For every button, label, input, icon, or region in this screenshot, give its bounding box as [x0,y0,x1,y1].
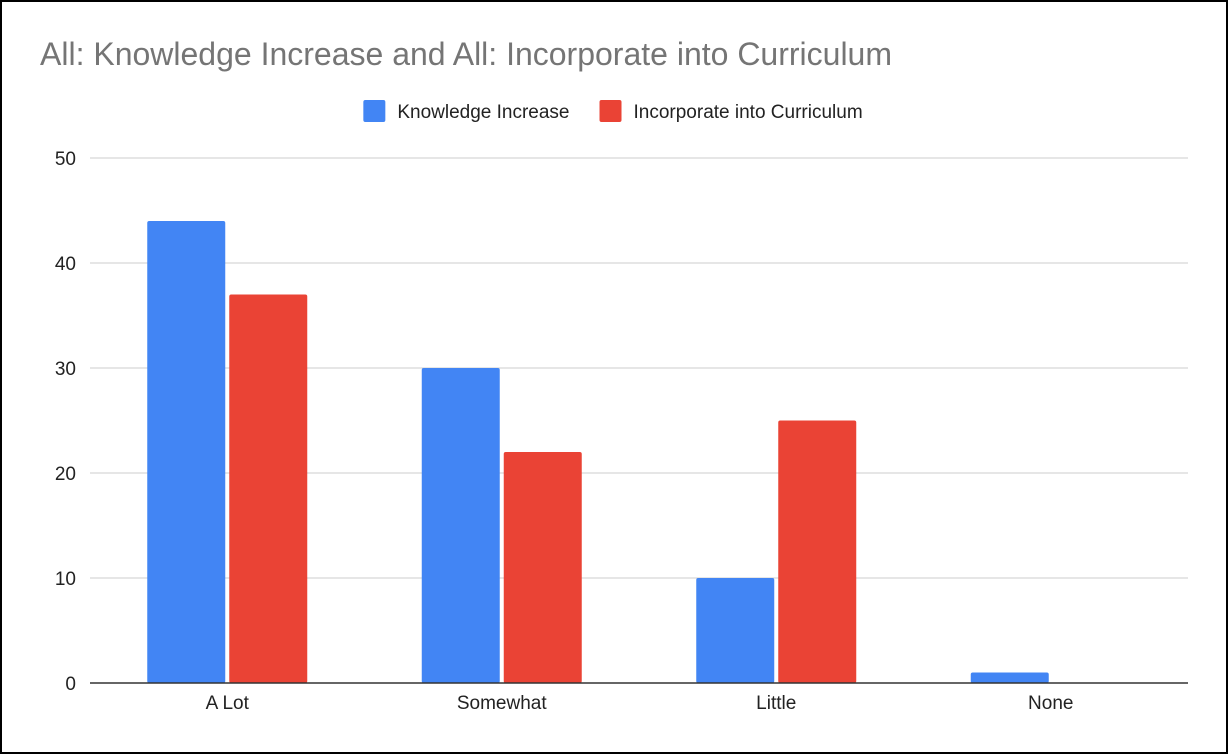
x-tick-label: Little [756,693,796,714]
x-tick-label: A Lot [206,693,250,714]
legend-label: Incorporate into Curriculum [634,102,863,123]
legend-swatch [599,100,622,122]
x-tick-labels: A Lot Somewhat Little None [206,693,1074,714]
legend-label: Knowledge Increase [397,102,569,123]
y-tick-label: 40 [55,254,76,275]
x-tick-label: None [1028,693,1073,714]
legend-swatch [363,100,386,122]
y-tick-labels: 0 10 20 30 40 50 [55,149,76,695]
bar-incorporate-into-curriculum [229,294,308,683]
y-tick-label: 20 [55,464,76,485]
bar-incorporate-into-curriculum [778,420,857,683]
chart-title: All: Knowledge Increase and All: Incorpo… [40,36,892,72]
bar-knowledge-increase [970,672,1049,683]
y-tick-label: 10 [55,569,76,590]
bars [147,221,1049,683]
y-tick-label: 50 [55,149,76,170]
y-tick-label: 0 [65,674,76,695]
bar-knowledge-increase [696,578,775,683]
x-tick-label: Somewhat [457,693,547,714]
bar-knowledge-increase [421,368,500,683]
bar-incorporate-into-curriculum [503,452,582,683]
y-tick-label: 30 [55,359,76,380]
legend: Knowledge Increase Incorporate into Curri… [363,100,863,123]
bar-knowledge-increase [147,221,226,683]
